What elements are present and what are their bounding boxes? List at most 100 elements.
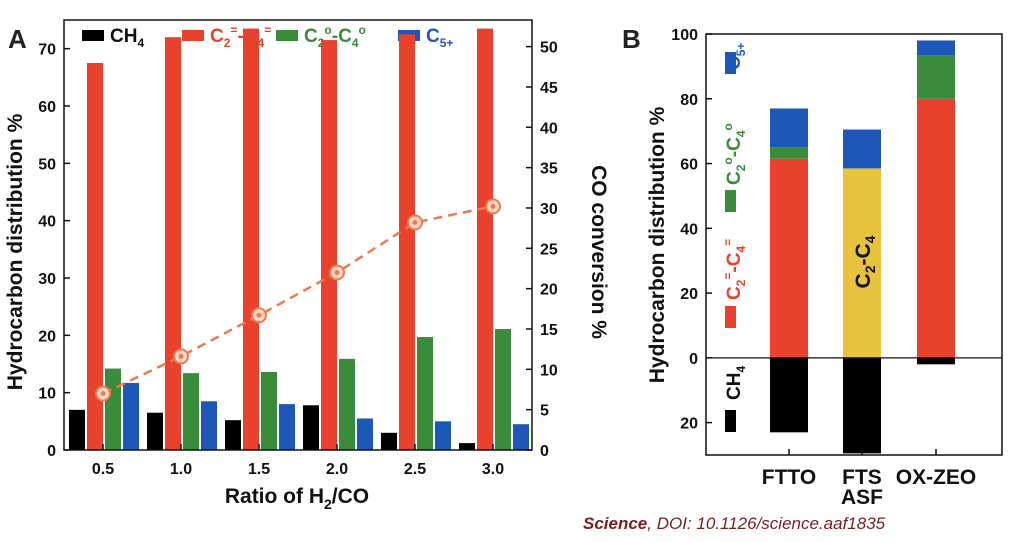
conversion-point-core-3 [334,270,340,276]
panel-a-xlabel: Ratio of H2/CO [225,485,369,512]
bar-a-ch4-4 [381,432,397,450]
conversion-point-core-0 [100,391,106,397]
legend-b-swatch-c5 [725,52,736,74]
panel-b-bars [770,40,955,454]
panel-a-y2tick-label: 50 [540,40,558,57]
bar-a-c5-5 [513,424,529,450]
panel-b-frame [705,33,1003,456]
panel-a-y2tick-label: 10 [540,362,558,379]
bar-a-c2oc4o-3 [339,358,355,450]
panel-a-ytick-label: 10 [38,386,56,403]
panel-b-ylabel: Hydrocarbon distribution % [646,106,669,383]
conversion-line [102,205,494,395]
panel-a-bars [69,28,529,451]
panel-a-xtick-label: 1.0 [170,461,192,478]
legend-b-label-paraffins: C2o-C4o [721,123,748,185]
panel-a: A CH4 C2=-C4= C2o-C4o C5+ 01020304050607… [4,19,610,512]
conversion-point-core-1 [178,353,184,359]
panel-b-label: B [622,24,641,54]
bar-a-c2c4-4 [399,34,415,450]
conversion-point-core-4 [412,219,418,225]
legend-swatch-olefins [182,30,204,41]
panel-a-xtick-label: 3.0 [482,461,504,478]
panel-a-y2tick-label: 35 [540,161,558,178]
bar-a-c2c4-3 [321,40,337,451]
legend-b-label-ch4: CH4 [724,366,748,400]
bar-b-c2oc4o-0 [770,147,808,159]
panel-b-ytick-label: 20 [680,286,698,303]
bar-a-c2c4-2 [243,28,259,450]
panel-b-category-label: FTTO [762,466,816,489]
panel-b-ytick-label: 80 [680,92,698,109]
bar-a-c5-4 [435,421,451,450]
panel-a-y2tick-label: 40 [540,120,558,137]
bar-b-c2c4-1 [843,168,881,358]
bar-a-c2c4-5 [477,28,493,450]
panel-b-ytick-label: 0 [689,351,698,368]
panel-a-frame [63,19,533,451]
conversion-point-core-5 [490,203,496,209]
bar-a-c5-3 [357,418,373,450]
panel-b: B 0 20 40 60 80 100 20 Hydrocarbon distributio… [622,24,1003,509]
bar-a-c2c4-0 [87,63,103,450]
panel-a-y2tick-label: 45 [540,80,558,97]
panel-a-y2tick-label: 15 [540,322,558,339]
panel-a-ytick-label: 60 [38,99,56,116]
legend-b-label-c5: C5+ [724,43,748,70]
legend-label-olefins: C2=-C4= [210,23,271,50]
panel-a-y2tick-label: 5 [540,403,549,420]
panel-b-axes: 0 20 40 60 80 100 20 [671,27,1003,456]
panel-a-ytick-label: 20 [38,328,56,345]
panel-a-xtick-label: 2.5 [404,461,426,478]
legend-a: CH4 C2=-C4= C2o-C4o C5+ [82,23,453,50]
bar-b-c2oc4o-2 [917,55,955,99]
bar-b-ch4-0 [770,357,808,433]
bar-a-c2c4-1 [165,37,181,450]
panel-a-xtick-label: 1.5 [248,461,270,478]
panel-b-ytick-label: 100 [671,27,698,44]
bar-a-c5-0 [123,382,139,450]
panel-b-category-label: ASF [841,486,883,509]
bar-a-c5-2 [279,404,295,450]
panel-a-ylabel: Hydrocarbon distribution % [4,113,27,390]
source-credit: Science, DOI: 10.1126/science.aaf1835 [583,514,885,534]
legend-b-label-olefins: C2=-C4= [721,239,748,300]
bar-a-c2oc4o-5 [495,329,511,450]
legend-label-c5: C5+ [426,26,453,50]
bar-a-c5-1 [201,401,217,450]
panel-b-ytick-label: 60 [680,157,698,174]
panel-b-ytick-label: 40 [680,221,698,238]
bar-a-c2oc4o-2 [261,372,277,450]
bar-b-ch4-1 [843,357,881,454]
panel-b-ytick-label: 20 [680,416,698,433]
bar-b-c5-2 [917,40,955,56]
bar-a-c2oc4o-1 [183,373,199,450]
conversion-point-core-2 [256,312,262,318]
panel-a-ytick-label: 30 [38,271,56,288]
bar-a-ch4-1 [147,412,163,450]
bar-b-ch4-2 [917,357,955,365]
panel-a-conversion-line [95,198,501,402]
credit-doi: , DOI: 10.1126/science.aaf1835 [647,514,886,533]
panel-a-axes: 0 10 20 30 40 50 60 70 0 5 10 15 20 25 30 35 40 45 50 0.5 1.… [38,19,558,478]
bar-a-ch4-3 [303,405,319,450]
panel-a-xtick-label: 0.5 [92,461,114,478]
bar-b-c5-0 [770,108,808,148]
legend-b: C5+ C2o-C4o C2=-C4= CH4 [721,43,748,432]
panel-a-label: A [8,24,27,54]
panel-a-ytick-label: 50 [38,156,56,173]
legend-swatch-ch4 [82,30,104,41]
panel-a-y2tick-label: 30 [540,201,558,218]
panel-a-y2tick-label: 25 [540,241,558,258]
c2-c4-inbar-label: C2-C4 [852,235,878,288]
bar-a-c2oc4o-0 [105,368,121,450]
legend-b-swatch-ch4 [725,410,736,432]
panel-a-y2label: CO conversion % [587,165,610,339]
panel-a-y2tick-label: 20 [540,282,558,299]
credit-journal: Science [583,514,648,533]
bar-b-c2c4-2 [917,98,955,358]
panel-b-category-label: FTS [842,466,882,489]
panel-a-y2tick-label: 0 [540,443,549,460]
